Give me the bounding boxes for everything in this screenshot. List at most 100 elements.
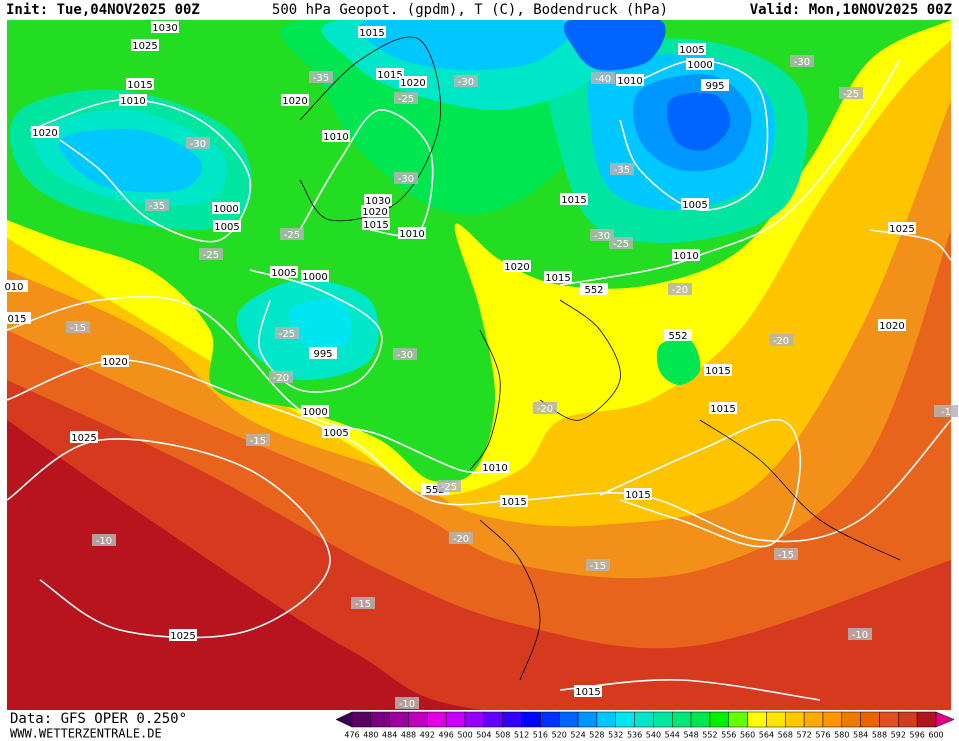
isobar-label: 015	[7, 314, 26, 325]
temperature-label: -30	[594, 231, 610, 242]
map-title: 500 hPa Geopot. (gpdm), T (C), Bodendruc…	[272, 2, 668, 18]
temperature-label: -20	[672, 285, 688, 296]
colorbar-label: 480	[363, 731, 378, 740]
temperature-label-box	[934, 405, 958, 417]
colorbar-label: 520	[552, 731, 567, 740]
temperature-label: -30	[458, 77, 474, 88]
isobar-label: 1000	[302, 272, 327, 283]
colorbar-label: 500	[457, 731, 472, 740]
isobar-label-box	[322, 130, 350, 142]
temperature-label-box	[848, 628, 872, 640]
colorbar-label: 540	[646, 731, 661, 740]
coastline	[539, 299, 621, 421]
temperature-label: -35	[313, 73, 329, 84]
isobar-label: 1020	[400, 78, 425, 89]
temperature-label-box	[774, 548, 798, 560]
temperature-label-box	[269, 371, 293, 383]
isobar-label: 1010	[617, 76, 642, 87]
isobar-label-box	[281, 94, 309, 106]
isobar-label: 1020	[879, 321, 904, 332]
colorbar-label: 504	[476, 731, 491, 740]
colorbar-box	[521, 711, 541, 728]
temperature-label: -35	[614, 165, 630, 176]
colorbar-box	[841, 711, 861, 728]
isobar-label-box	[709, 402, 737, 414]
temperature-label-box	[351, 597, 375, 609]
color-area	[656, 338, 701, 386]
colorbar-box	[879, 711, 899, 728]
colorbar-box	[351, 711, 372, 728]
isobar-label-box	[358, 26, 386, 38]
colorbar-box	[728, 711, 748, 728]
isobar-label: 552	[425, 485, 444, 496]
colorbar-box	[672, 711, 692, 728]
isobar-label-box	[131, 39, 159, 51]
isobar-label-box	[500, 495, 528, 507]
isobar-label: 1030	[365, 196, 390, 207]
isobar-label-box	[322, 426, 350, 438]
isobar-label-box	[0, 280, 28, 292]
temperature-label-box	[394, 172, 418, 184]
colorbar-box	[445, 711, 466, 728]
isobar-label: 1025	[889, 224, 914, 235]
isobar-label-box	[70, 431, 98, 443]
isobar-label-box	[616, 74, 644, 86]
isobar-label: 1005	[679, 45, 704, 56]
colorbar-box	[822, 711, 843, 728]
colorbar-label: 572	[796, 731, 811, 740]
temperature-label: -40	[595, 74, 611, 85]
isobar-label: 1020	[504, 262, 529, 273]
isobar-label-box	[481, 461, 509, 473]
color-area	[667, 92, 731, 151]
isobar-label-box	[361, 205, 389, 217]
colorbar-label: 528	[589, 731, 604, 740]
isobar-label-box	[362, 218, 390, 230]
colorbar-label: 544	[665, 731, 680, 740]
isobar-label-box	[624, 488, 652, 500]
colorbar-label: 596	[910, 731, 925, 740]
isobar-label: 1010	[673, 251, 698, 262]
isobar-label-box	[574, 685, 602, 697]
colorbar-box	[558, 711, 579, 728]
isobar-label-box	[270, 266, 298, 278]
temperature-label-box	[309, 71, 333, 83]
isobar-label: 1020	[362, 207, 387, 218]
isobar-label: 1005	[682, 200, 707, 211]
valid-time: Valid: Mon,10NOV2025 00Z	[750, 2, 952, 18]
isobar-label-box	[119, 94, 147, 106]
website: WWW.WETTERZENTRALE.DE	[10, 727, 162, 741]
isobar-label-box	[376, 68, 404, 80]
coastline	[299, 36, 442, 222]
isobar-label: 1015	[127, 80, 152, 91]
color-area	[58, 128, 203, 193]
isobar-label-box	[101, 355, 129, 367]
colorbar-label: 476	[344, 731, 359, 740]
isobar-label-box	[309, 347, 337, 359]
temperature-label: -25	[203, 250, 219, 261]
temperature-label-box	[839, 87, 863, 99]
temperature-label: -20	[537, 404, 553, 415]
isobar-label-box	[704, 364, 732, 376]
colorbar-box	[408, 711, 428, 728]
isobar-label-box	[364, 194, 392, 206]
colorbar-box	[596, 711, 616, 728]
isobar-label-box	[560, 193, 588, 205]
isobar-label-box	[678, 43, 706, 55]
isobar-label: 552	[584, 285, 603, 296]
colorbar-label: 548	[683, 731, 698, 740]
isobar-label: 1015	[710, 404, 735, 415]
colorbar-box	[690, 711, 711, 728]
temperature-label-box	[449, 532, 473, 544]
colorbar-box	[634, 711, 654, 728]
isobar-label: 1020	[102, 357, 127, 368]
colorbar-box	[502, 711, 522, 728]
isobar-line	[6, 438, 331, 639]
isobar-label: 1005	[214, 222, 239, 233]
isobar-label: 552	[668, 331, 687, 342]
colorbar-label: 588	[872, 731, 887, 740]
temperature-label: -15	[70, 323, 86, 334]
colorbar-arrow	[935, 711, 955, 728]
colorbar-label: 568	[778, 731, 793, 740]
colorbar: 476 480 484 488 492 496 500 504 508 512 516 520 524 5…	[335, 711, 955, 740]
temperature-label-box	[668, 283, 692, 295]
